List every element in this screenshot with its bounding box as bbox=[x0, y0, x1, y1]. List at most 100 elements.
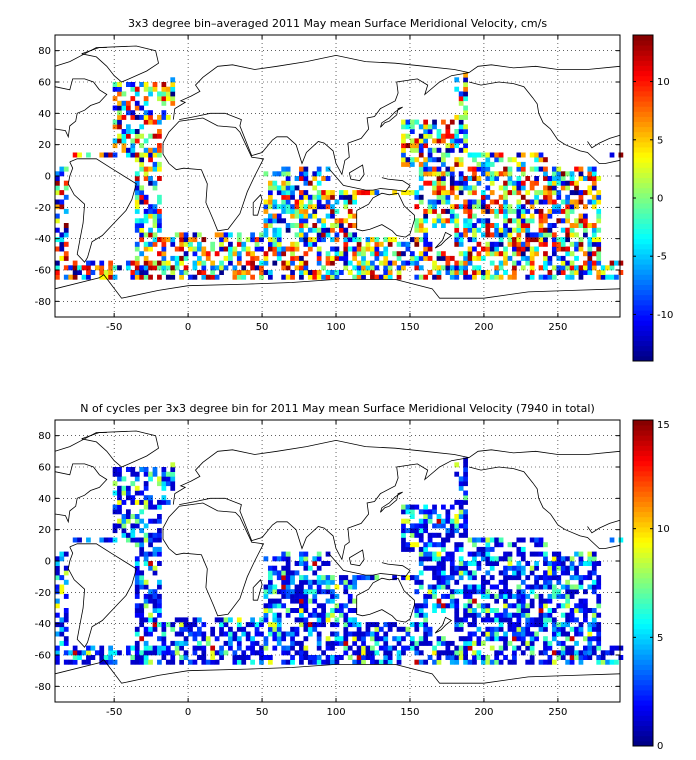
bin-cell bbox=[361, 631, 366, 637]
coastlines bbox=[54, 45, 621, 299]
bin-cell bbox=[59, 622, 65, 628]
bin-cell bbox=[219, 237, 224, 243]
bin-cell bbox=[454, 650, 460, 656]
bin-cell bbox=[489, 626, 495, 632]
bin-cell bbox=[152, 237, 158, 243]
bin-cell bbox=[441, 603, 446, 609]
bin-cell bbox=[263, 260, 269, 266]
bin-cell bbox=[591, 223, 597, 228]
bin-cell bbox=[81, 650, 87, 656]
bin-cell bbox=[245, 270, 251, 275]
bin-cell bbox=[498, 265, 504, 271]
bin-cell bbox=[454, 518, 460, 524]
bin-cell bbox=[485, 251, 491, 257]
bin-cell bbox=[330, 246, 335, 252]
bin-cell bbox=[152, 570, 158, 576]
bin-cell bbox=[285, 180, 291, 186]
colorbar-step bbox=[633, 552, 653, 558]
bin-cell bbox=[245, 636, 251, 642]
bin-cell bbox=[161, 467, 167, 472]
bin-cell bbox=[463, 645, 468, 651]
bin-cell bbox=[574, 589, 579, 595]
bin-cell bbox=[494, 542, 500, 548]
bin-cell bbox=[441, 565, 446, 571]
bin-cell bbox=[414, 265, 420, 271]
bin-cell bbox=[436, 542, 442, 548]
bin-cell bbox=[480, 218, 486, 224]
bin-cell bbox=[436, 640, 442, 646]
bin-cell bbox=[489, 171, 495, 177]
bin-cell bbox=[507, 190, 513, 196]
bin-cell bbox=[516, 166, 522, 172]
bin-cell bbox=[494, 208, 500, 214]
bin-cell bbox=[401, 575, 406, 581]
bin-cell bbox=[543, 227, 548, 233]
bin-cell bbox=[130, 495, 136, 501]
bin-cell bbox=[516, 645, 522, 651]
bin-cell bbox=[303, 251, 309, 257]
bin-cell bbox=[520, 265, 526, 271]
bin-cell bbox=[55, 265, 60, 271]
bin-cell bbox=[449, 504, 455, 510]
bin-cell bbox=[503, 655, 508, 660]
bin-cell bbox=[423, 640, 429, 646]
bin-cell bbox=[409, 255, 415, 261]
bin-cell bbox=[356, 659, 362, 665]
bin-cell bbox=[480, 584, 486, 590]
bin-cell bbox=[569, 626, 575, 632]
bin-cell bbox=[574, 218, 579, 224]
bin-cell bbox=[370, 631, 375, 637]
bin-cell bbox=[596, 575, 602, 581]
bin-cell bbox=[276, 204, 282, 210]
bin-cell bbox=[338, 603, 344, 609]
bin-cell bbox=[441, 608, 446, 613]
bin-cell bbox=[338, 636, 344, 642]
bin-cell bbox=[290, 589, 295, 595]
bin-cell bbox=[161, 622, 167, 628]
bin-cell bbox=[343, 636, 349, 642]
bin-cell bbox=[134, 129, 140, 134]
bin-cell bbox=[569, 227, 575, 233]
bin-cell bbox=[179, 626, 184, 632]
bin-cell bbox=[117, 86, 122, 92]
bin-cell bbox=[409, 528, 415, 534]
colorbar-step bbox=[633, 613, 653, 620]
colorbar-step bbox=[633, 710, 653, 716]
bin-cell bbox=[134, 91, 140, 97]
bin-cell bbox=[547, 570, 553, 576]
bin-cell bbox=[454, 86, 460, 92]
bin-cell bbox=[59, 204, 65, 210]
bin-cell bbox=[432, 185, 437, 191]
bin-cell bbox=[556, 565, 562, 571]
bin-cell bbox=[516, 260, 522, 266]
bin-cell bbox=[472, 575, 477, 581]
bin-cell bbox=[405, 260, 411, 266]
bin-cell bbox=[472, 617, 477, 623]
bin-cell bbox=[232, 655, 238, 660]
bin-cell bbox=[307, 659, 313, 665]
bin-cell bbox=[507, 241, 513, 247]
bin-cell bbox=[214, 650, 220, 656]
bin-cell bbox=[321, 204, 326, 210]
bin-cell bbox=[454, 645, 460, 651]
bin-cell bbox=[334, 593, 340, 599]
bin-cell bbox=[583, 218, 588, 224]
bin-cell bbox=[525, 608, 531, 613]
bin-cell bbox=[152, 86, 158, 92]
bin-cell bbox=[543, 218, 548, 224]
bin-cell bbox=[161, 91, 167, 97]
bin-cell bbox=[179, 659, 184, 665]
bin-cell bbox=[423, 232, 429, 238]
bin-cell bbox=[330, 598, 335, 604]
bin-cell bbox=[472, 537, 477, 543]
bin-cell bbox=[503, 579, 508, 585]
bin-cell bbox=[312, 598, 318, 604]
bin-cell bbox=[170, 476, 176, 482]
bin-cell bbox=[139, 190, 145, 196]
bin-cell bbox=[432, 265, 437, 271]
bin-cell bbox=[476, 626, 482, 632]
bin-cell bbox=[72, 270, 78, 275]
bin-cell bbox=[560, 199, 566, 205]
bin-cell bbox=[423, 124, 429, 130]
bin-cell bbox=[414, 119, 420, 125]
